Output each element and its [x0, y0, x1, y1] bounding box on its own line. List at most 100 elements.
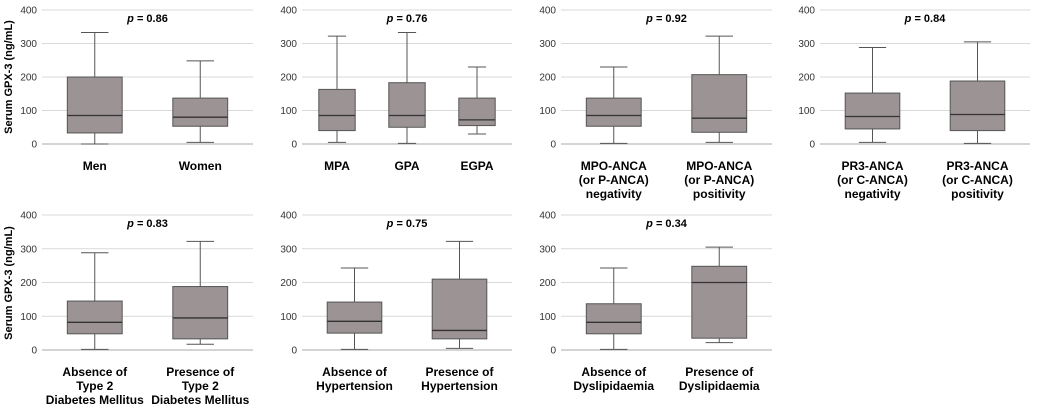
iqr-box: [66, 300, 123, 335]
box-2: Women: [172, 60, 229, 173]
box-1: MPA: [318, 35, 356, 173]
iqr-box: [949, 80, 1006, 132]
y-tick-label: 100: [539, 106, 556, 117]
category-label-line: MPO-ANCA: [581, 159, 647, 173]
category-label: MPA: [324, 159, 350, 173]
panel-1: 0 100 200 300 400 p = 0.86 Men Women: [20, 6, 253, 173]
category-label: Absence of Type 2 Diabetes Mellitus: [46, 365, 144, 407]
category-label-line: Type 2: [182, 379, 219, 393]
category-label: Absence of Hypertension: [316, 365, 393, 393]
category-label-line: Dyslipidaemia: [573, 379, 654, 393]
p-symbol: p: [386, 218, 394, 230]
category-label-line: positivity: [951, 187, 1004, 201]
category-label-line: negativity: [586, 187, 642, 201]
box-1: MPO-ANCA (or P-ANCA) negativity: [579, 66, 649, 201]
iqr-box: [691, 74, 748, 133]
iqr-box: [458, 97, 496, 127]
p-value: = 0.34: [653, 218, 688, 230]
box-2: MPO-ANCA (or P-ANCA) positivity: [684, 35, 754, 201]
y-tick-label: 400: [20, 211, 37, 222]
category-label-line: Dyslipidaemia: [679, 379, 760, 393]
p-value-annotation: p = 0.84: [904, 13, 947, 25]
box-2: Presence of Type 2 Diabetes Mellitus: [151, 240, 250, 407]
y-tick-label: 0: [550, 346, 556, 357]
box-2: PR3-ANCA (or C-ANCA) positivity: [942, 41, 1013, 201]
iqr-box: [585, 97, 642, 127]
p-value-annotation: p = 0.75: [386, 218, 428, 230]
iqr-box: [431, 278, 488, 340]
category-label-line: Diabetes Mellitus: [151, 393, 249, 407]
y-tick-label: 0: [291, 346, 297, 357]
y-tick-label: 400: [280, 211, 297, 222]
p-symbol: p: [126, 13, 134, 25]
y-tick-label: 0: [31, 140, 37, 151]
box-1: Absence of Type 2 Diabetes Mellitus: [46, 252, 144, 407]
y-tick-label: 200: [539, 278, 556, 289]
category-label-line: negativity: [844, 187, 900, 201]
y-tick-label: 300: [280, 39, 297, 50]
p-value: = 0.86: [134, 13, 168, 25]
y-tick-label: 100: [20, 106, 37, 117]
p-symbol: p: [386, 13, 394, 25]
panel-2: 0 100 200 300 400 p = 0.76 MPA GPA EGPA: [280, 6, 512, 173]
box-2: GPA: [388, 31, 426, 173]
category-label-line: Diabetes Mellitus: [46, 393, 144, 407]
p-symbol: p: [904, 13, 912, 25]
category-label-line: Men: [83, 159, 107, 173]
category-label: MPO-ANCA (or P-ANCA) positivity: [684, 159, 754, 201]
iqr-box: [172, 97, 229, 127]
category-label: Presence of Dyslipidaemia: [679, 365, 760, 393]
category-label-line: (or C-ANCA): [837, 173, 908, 187]
category-label-line: MPO-ANCA: [686, 159, 752, 173]
category-label-line: (or P-ANCA): [579, 173, 649, 187]
y-tick-label: 100: [798, 106, 815, 117]
y-tick-label: 100: [280, 106, 297, 117]
category-label: MPO-ANCA (or P-ANCA) negativity: [579, 159, 649, 201]
box-3: EGPA: [458, 66, 496, 173]
category-label: Absence of Dyslipidaemia: [573, 365, 654, 393]
y-tick-label: 100: [280, 312, 297, 323]
y-tick-label: 0: [550, 140, 556, 151]
category-label: Women: [179, 159, 222, 173]
iqr-box: [388, 82, 426, 128]
category-label-line: MPA: [324, 159, 350, 173]
box-2: Presence of Hypertension: [421, 240, 498, 393]
category-label-line: EGPA: [460, 159, 493, 173]
p-value-annotation: p = 0.76: [386, 13, 428, 25]
category-label-line: Absence of: [62, 365, 128, 379]
category-label-line: Hypertension: [421, 379, 498, 393]
category-label: PR3-ANCA (or C-ANCA) positivity: [942, 159, 1013, 201]
p-value-annotation: p = 0.86: [126, 13, 168, 25]
p-value: = 0.75: [393, 218, 427, 230]
y-tick-label: 100: [20, 312, 37, 323]
box-1: Absence of Hypertension: [316, 267, 393, 393]
p-value: = 0.76: [393, 13, 427, 25]
y-tick-label: 300: [798, 39, 815, 50]
category-label-line: Presence of: [166, 365, 235, 379]
category-label-line: PR3-ANCA: [841, 159, 903, 173]
category-label-line: positivity: [693, 187, 746, 201]
y-tick-label: 400: [539, 6, 556, 17]
y-tick-label: 300: [280, 244, 297, 255]
p-symbol: p: [645, 218, 653, 230]
category-label-line: GPA: [394, 159, 419, 173]
y-tick-label: 200: [20, 73, 37, 84]
y-tick-label: 200: [539, 73, 556, 84]
y-tick-label: 300: [539, 244, 556, 255]
y-tick-label: 200: [20, 278, 37, 289]
p-symbol: p: [126, 218, 134, 230]
category-label-line: Absence of: [322, 365, 388, 379]
y-tick-label: 400: [539, 211, 556, 222]
iqr-box: [844, 92, 901, 130]
category-label-line: PR3-ANCA: [946, 159, 1008, 173]
iqr-box: [691, 265, 748, 339]
p-value-annotation: p = 0.34: [645, 218, 688, 230]
y-tick-label: 300: [20, 244, 37, 255]
category-label-line: (or C-ANCA): [942, 173, 1013, 187]
